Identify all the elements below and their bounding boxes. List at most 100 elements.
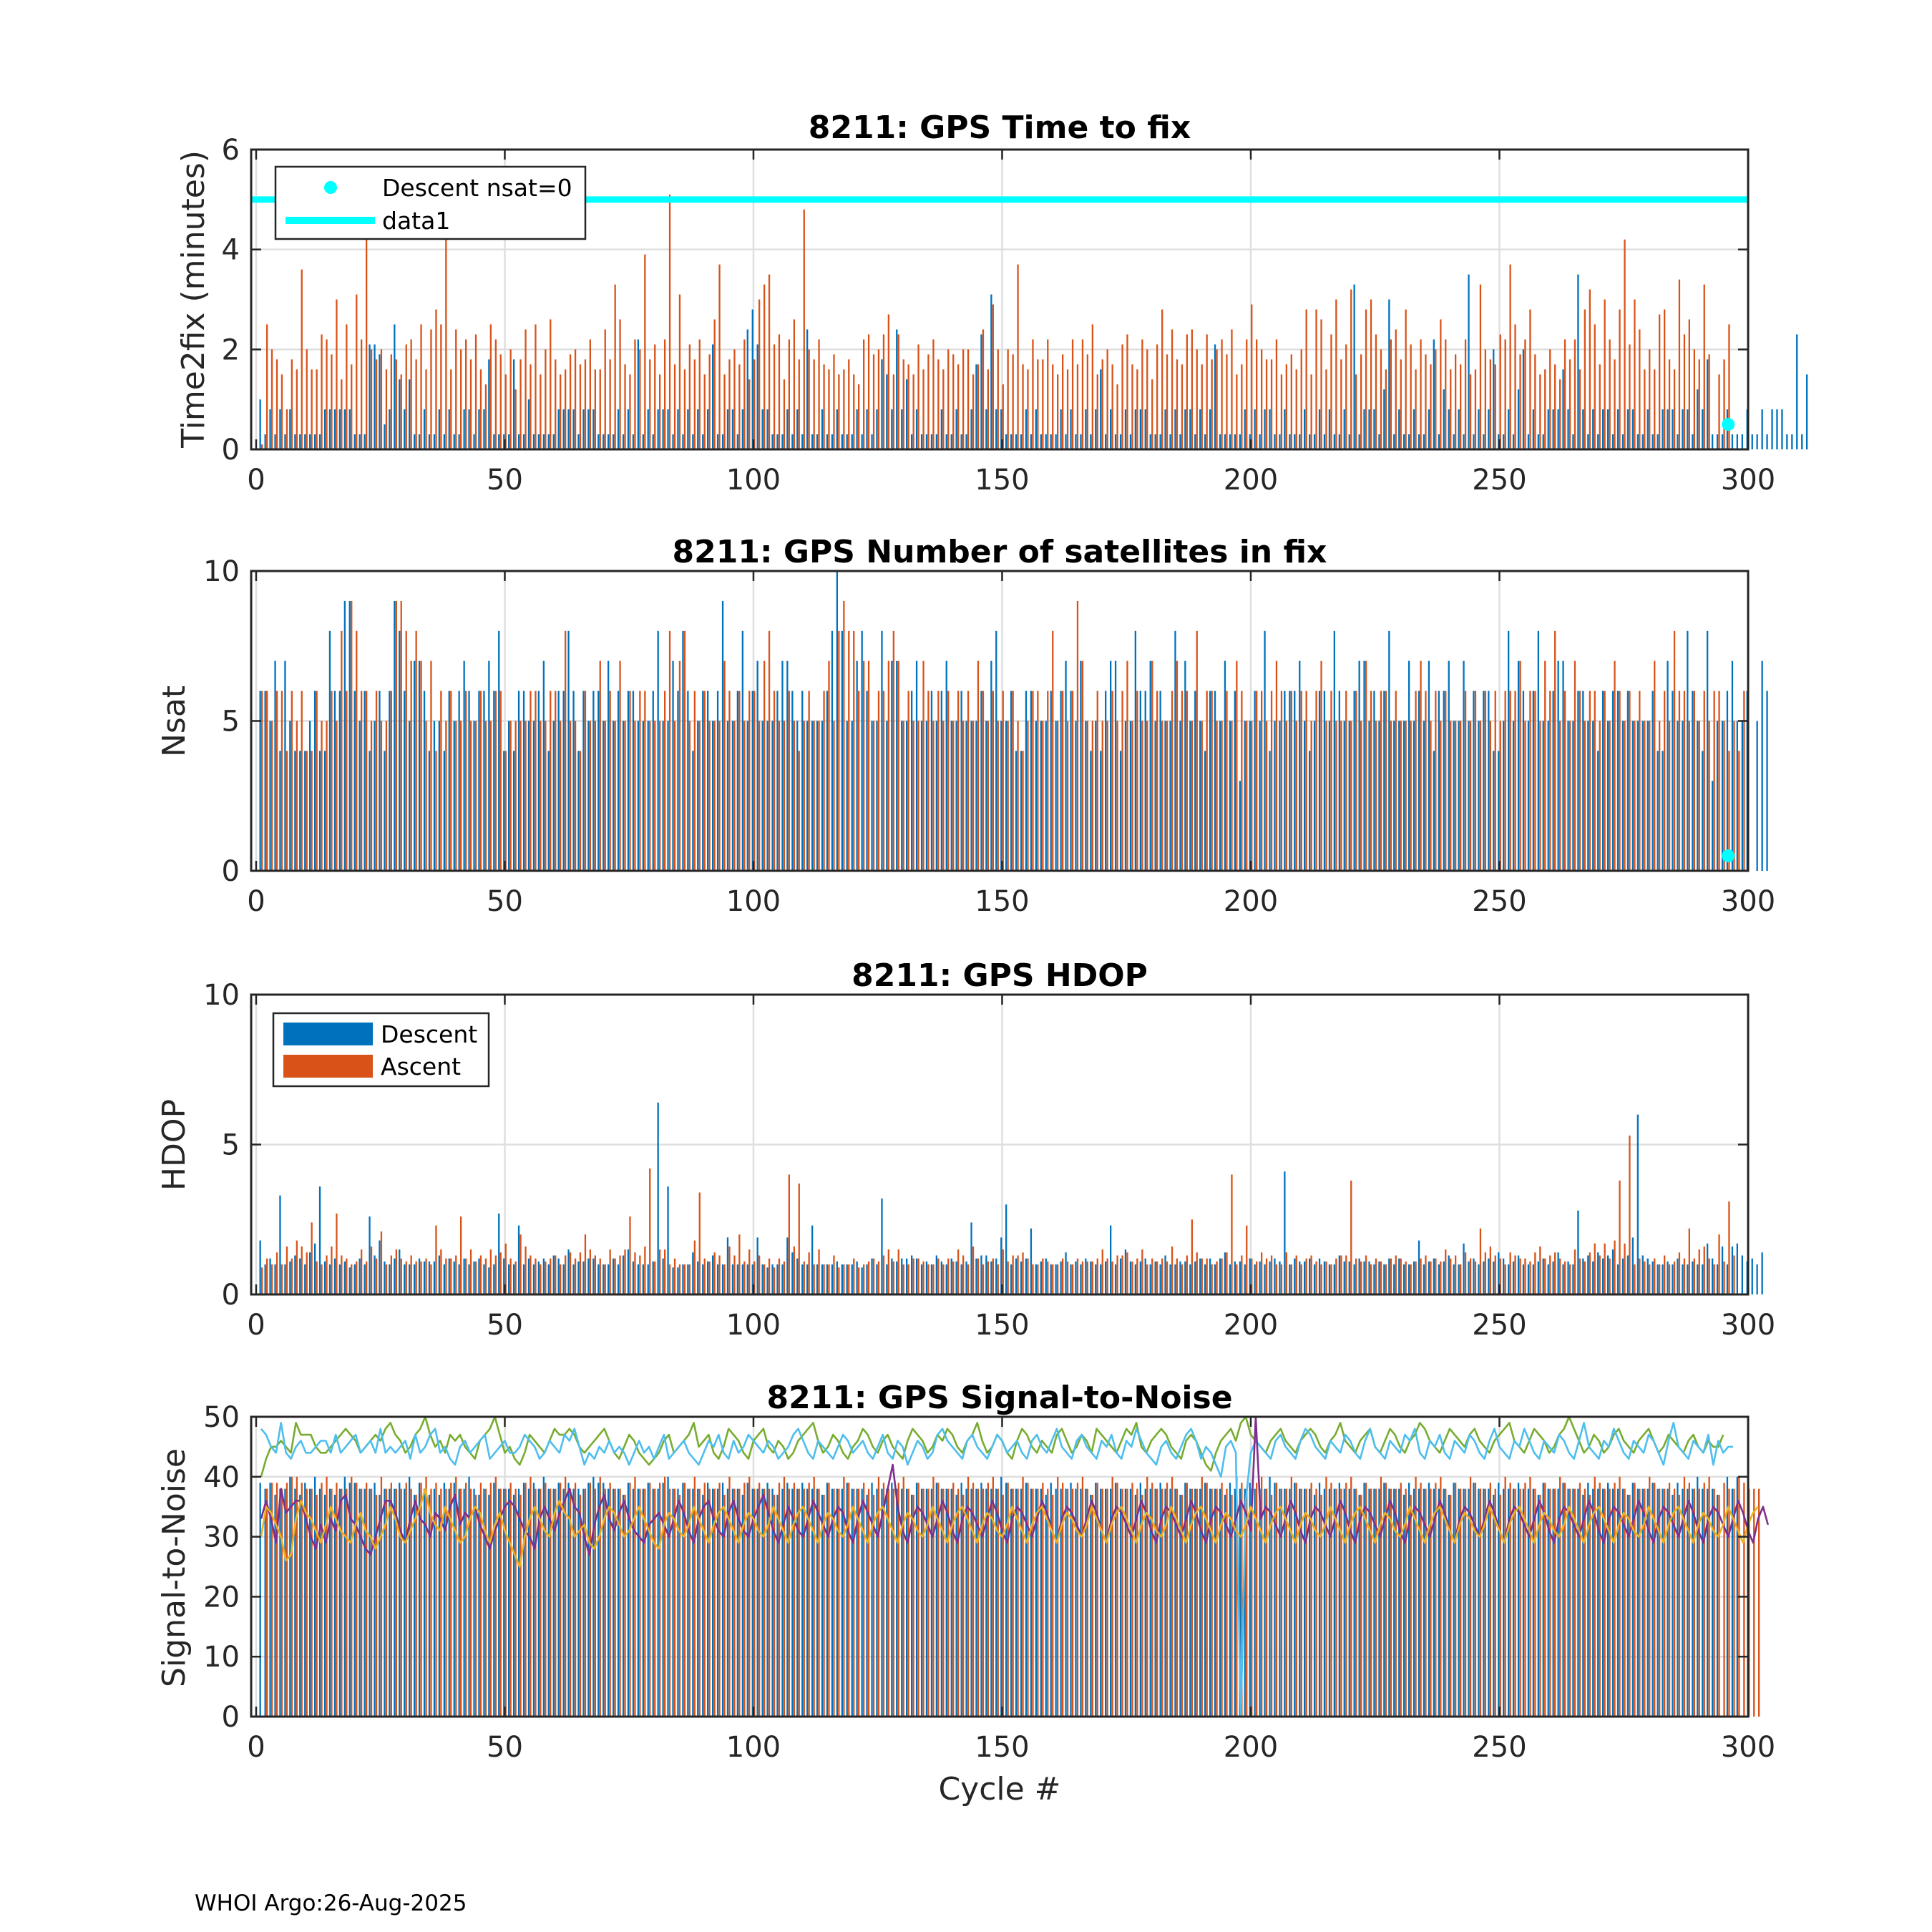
ascent-bar	[1236, 660, 1238, 871]
ascent-bar	[758, 721, 761, 871]
ascent-bar	[1445, 339, 1447, 449]
descent-bar	[1214, 691, 1216, 871]
descent-bar	[990, 294, 992, 449]
ascent-bar	[813, 359, 815, 449]
ascent-bar	[1027, 1258, 1029, 1294]
descent-bar	[1527, 434, 1530, 449]
ascent-bar	[1529, 691, 1531, 871]
descent-bar	[1204, 1264, 1206, 1294]
ascent-bar	[1022, 1252, 1024, 1294]
ascent-bar	[808, 349, 810, 449]
ascent-bar	[1032, 1488, 1034, 1717]
descent-bar	[1607, 1255, 1609, 1294]
ascent-bar	[768, 1488, 771, 1717]
ascent-bar	[773, 344, 776, 449]
ascent-bar	[405, 344, 407, 449]
descent-bar	[348, 1483, 351, 1717]
descent-bar	[622, 721, 625, 871]
descent-bar	[1090, 1494, 1092, 1717]
ascent-bar	[1654, 1483, 1656, 1717]
ascent-bar	[1659, 1488, 1661, 1717]
ascent-bar	[594, 369, 596, 449]
descent-bar	[1224, 1252, 1226, 1294]
descent-bar	[1095, 721, 1097, 871]
ascent-bar	[818, 721, 820, 871]
descent-bar	[1388, 299, 1390, 449]
descent-bar	[632, 1261, 635, 1294]
panel-time-to-fix: 8211: GPS Time to fix Time2fix (minutes)…	[175, 109, 1808, 497]
ascent-bar	[440, 324, 442, 449]
ascent-bar	[1320, 319, 1322, 449]
descent-bar	[1408, 434, 1410, 449]
ascent-bar	[1708, 721, 1710, 871]
ascent-bar	[1071, 1264, 1074, 1294]
ascent-bar	[375, 1494, 378, 1717]
descent-bar	[791, 1488, 794, 1717]
ascent-bar	[1076, 1258, 1079, 1294]
ascent-bar	[445, 239, 447, 449]
descent-bar	[836, 409, 838, 449]
descent-bar	[1154, 1488, 1156, 1717]
ascent-bar	[1435, 1258, 1437, 1294]
descent-bar	[1289, 691, 1291, 871]
ascent-bar	[668, 1488, 671, 1717]
y-tick-label: 0	[222, 855, 240, 888]
ascent-bar	[540, 1264, 542, 1294]
ascent-bar	[808, 1252, 810, 1294]
ascent-bar	[1171, 1476, 1174, 1717]
descent-bar	[1348, 1488, 1350, 1717]
ascent-bar	[395, 600, 397, 871]
descent-bar	[1438, 1264, 1440, 1294]
descent-bar	[1294, 691, 1296, 871]
ascent-bar	[351, 600, 353, 871]
descent-bar	[1562, 660, 1564, 871]
ascent-bar	[1559, 379, 1561, 449]
descent-bar	[1209, 409, 1211, 449]
ascent-bar	[1221, 1483, 1223, 1717]
ascent-bar	[1206, 1483, 1208, 1717]
ascent-bar	[688, 344, 691, 449]
descent-bar	[1194, 1261, 1196, 1294]
descent-bar	[284, 1264, 286, 1294]
ascent-bar	[673, 364, 676, 449]
descent-bar	[527, 721, 530, 871]
descent-bar	[1095, 1483, 1097, 1717]
ascent-bar	[1295, 1483, 1297, 1717]
descent-bar	[756, 1488, 758, 1717]
descent-bar	[1000, 1476, 1002, 1717]
ascent-bar	[887, 1249, 889, 1294]
ascent-bar	[609, 691, 611, 871]
descent-bar	[1338, 1255, 1340, 1294]
descent-bar	[493, 1264, 495, 1294]
descent-bar	[1626, 1494, 1629, 1717]
descent-bar	[955, 1261, 957, 1294]
descent-bar	[333, 1258, 336, 1294]
ascent-bar	[1539, 721, 1541, 871]
descent-bar	[702, 691, 704, 871]
ascent-bar	[838, 374, 840, 450]
ascent-bar	[574, 349, 577, 449]
ascent-bar	[1440, 1476, 1442, 1717]
ascent-bar	[848, 1483, 850, 1717]
ascent-bar	[375, 1258, 378, 1294]
ascent-bar	[1400, 1483, 1402, 1717]
ascent-bar	[489, 324, 492, 449]
ascent-bar	[738, 364, 741, 449]
ascent-bar	[425, 1258, 427, 1294]
descent-bar	[478, 1494, 480, 1717]
ascent-bar	[1450, 1494, 1452, 1717]
descent-bar	[712, 721, 714, 871]
ascent-bar	[788, 339, 790, 449]
ascent-bar	[1161, 1258, 1163, 1294]
descent-bar	[1448, 1255, 1450, 1294]
descent-bar	[1677, 1258, 1679, 1294]
ascent-bar	[1071, 691, 1074, 871]
descent-bar	[1070, 1264, 1072, 1294]
ascent-bar	[1693, 691, 1695, 871]
descent-bar	[1323, 691, 1326, 871]
descent-bar	[1129, 1488, 1132, 1717]
ascent-bar	[1315, 691, 1317, 871]
ascent-bar	[1554, 630, 1556, 871]
ascent-bar	[410, 339, 412, 449]
descent-bar	[1498, 751, 1500, 871]
